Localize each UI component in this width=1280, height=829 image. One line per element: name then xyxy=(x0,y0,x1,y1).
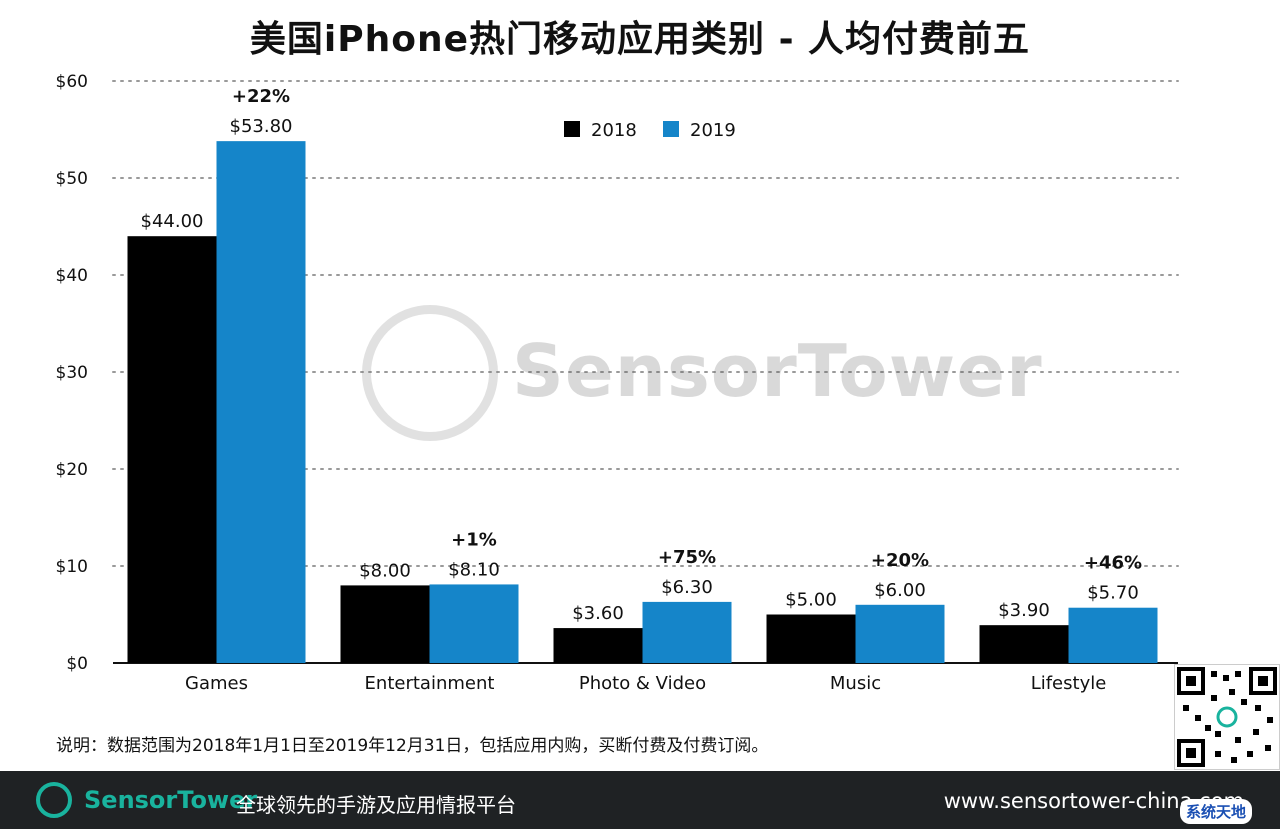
sensortower-logo-icon xyxy=(36,782,72,818)
bar-value-label: $44.00 xyxy=(141,211,204,232)
bar-value-label: $6.30 xyxy=(661,577,713,598)
bar-2019-photo-video xyxy=(642,601,732,663)
legend-label: 2018 xyxy=(591,120,637,141)
y-tick-label: $40 xyxy=(56,266,88,286)
x-tick-label: Photo & Video xyxy=(579,673,706,694)
sensortower-watermark: SensorTower xyxy=(362,305,1042,441)
x-tick-label: Lifestyle xyxy=(1031,673,1107,694)
footer-brand: SensorTower xyxy=(84,786,258,814)
x-tick-label: Entertainment xyxy=(365,673,495,694)
bar-2019-lifestyle xyxy=(1068,607,1158,663)
bar-2018-entertainment xyxy=(340,585,430,663)
y-tick-label: $50 xyxy=(56,169,88,189)
y-tick-label: $20 xyxy=(56,460,88,480)
footer-slogan: 全球领先的手游及应用情报平台 xyxy=(236,793,516,817)
bar-value-label: $6.00 xyxy=(874,580,926,601)
growth-label: +46% xyxy=(1084,553,1142,574)
bar-value-label: $3.90 xyxy=(998,600,1050,621)
growth-label: +75% xyxy=(658,547,716,568)
growth-label: +20% xyxy=(871,550,929,571)
bar-2018-music xyxy=(766,614,856,663)
chart-title: 美国iPhone热门移动应用类别 - 人均付费前五 xyxy=(249,19,1031,60)
bar-2019-games xyxy=(216,141,306,663)
qr-code-icon xyxy=(1174,664,1280,770)
y-tick-label: $0 xyxy=(66,654,88,674)
bar-value-label: $53.80 xyxy=(230,116,293,137)
chart-note: 说明：数据范围为2018年1月1日至2019年12月31日，包括应用内购，买断付… xyxy=(56,736,769,756)
bar-value-label: $3.60 xyxy=(572,603,624,624)
bar-2019-music xyxy=(855,604,945,663)
y-tick-label: $10 xyxy=(56,557,88,577)
y-tick-label: $30 xyxy=(56,363,88,383)
legend-label: 2019 xyxy=(690,120,736,141)
bar-value-label: $5.00 xyxy=(785,590,837,611)
bar-2018-photo-video xyxy=(553,628,643,663)
legend-swatch xyxy=(663,121,679,137)
legend: 2018 2019 xyxy=(564,120,736,141)
data-labels: $44.00 $53.80 +22% $8.00 $8.10 +1% $3.60 $6.30 +… xyxy=(141,86,1143,624)
growth-label: +1% xyxy=(451,529,497,550)
watermark-text: SensorTower xyxy=(512,329,1043,413)
bar-2018-games xyxy=(127,236,217,663)
y-tick-label: $60 xyxy=(56,72,88,92)
y-axis-ticks: $0 $10 $20 $30 $40 $50 $60 xyxy=(56,72,88,674)
legend-swatch xyxy=(564,121,580,137)
bar-value-label: $8.10 xyxy=(448,559,500,580)
bar-2019-entertainment xyxy=(429,584,519,663)
bar-value-label: $8.00 xyxy=(359,560,411,581)
x-axis-ticks: Games Entertainment Photo & Video Music Life… xyxy=(185,673,1106,694)
growth-label: +22% xyxy=(232,86,290,107)
footer-bar: SensorTower 全球领先的手游及应用情报平台 www.sensortow… xyxy=(0,771,1280,829)
bar-2018-lifestyle xyxy=(979,625,1069,663)
bar-chart: $0 $10 $20 $30 $40 $50 $60 $44.00 $53.80 +22% $8.… xyxy=(56,72,1179,694)
site-badge: 系统天地 xyxy=(1180,799,1253,824)
bar-value-label: $5.70 xyxy=(1087,583,1139,604)
bars xyxy=(127,141,1158,663)
x-tick-label: Music xyxy=(830,673,881,694)
x-tick-label: Games xyxy=(185,673,248,694)
sensortower-logo-icon xyxy=(362,305,498,441)
